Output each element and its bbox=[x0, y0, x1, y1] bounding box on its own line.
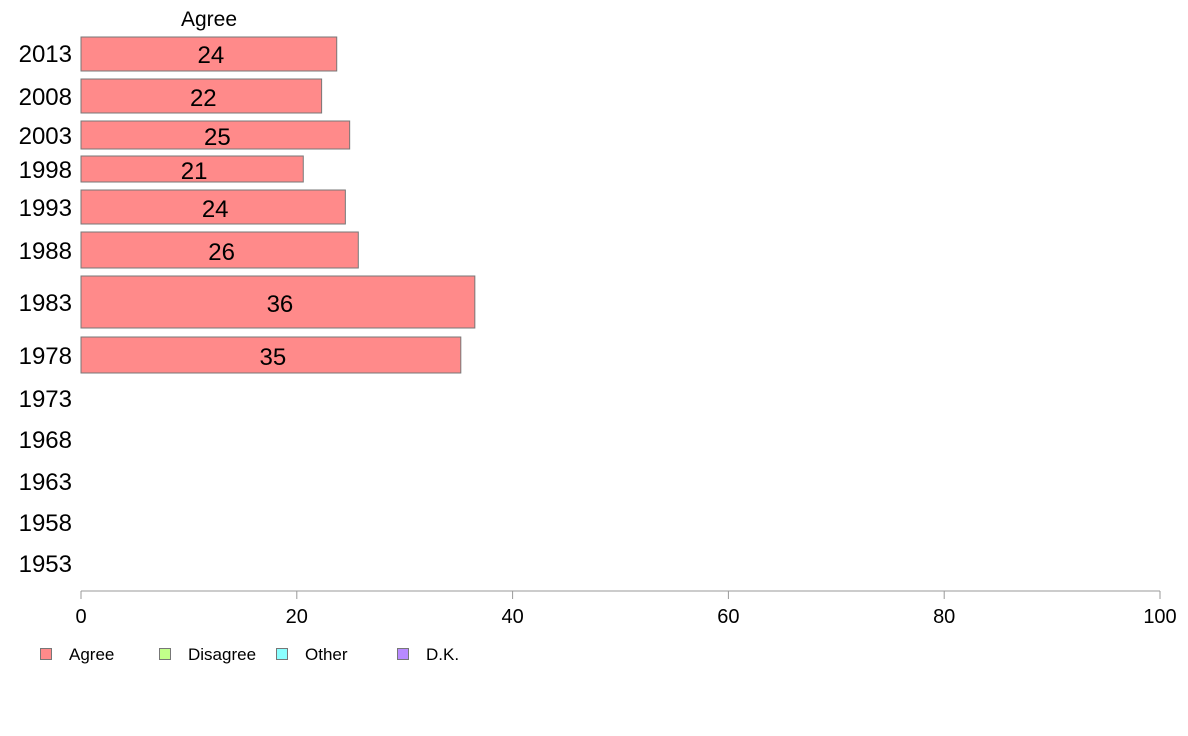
x-axis-ticks: 0 20 40 60 80 100 bbox=[75, 591, 1177, 628]
bar-1993 bbox=[80, 189, 346, 225]
x-tick-label: 20 bbox=[286, 606, 308, 628]
bar-value-label: 36 bbox=[267, 291, 294, 318]
bar-value-label: 21 bbox=[181, 158, 208, 185]
y-tick-label: 1953 bbox=[19, 551, 72, 578]
bar-label-group: 24 22 25 21 24 26 36 35 bbox=[181, 42, 293, 371]
x-tick-label: 80 bbox=[933, 606, 955, 628]
y-tick-label: 1978 bbox=[19, 343, 72, 370]
bar-value-label: 25 bbox=[204, 124, 231, 151]
y-tick-label: 2013 bbox=[19, 41, 72, 68]
y-tick-label: 1968 bbox=[19, 427, 72, 454]
bar-value-label: 35 bbox=[260, 344, 287, 371]
bar-value-label: 24 bbox=[202, 196, 229, 223]
y-tick-label: 1993 bbox=[19, 195, 72, 222]
legend-swatch bbox=[276, 648, 288, 660]
y-tick-label: 2008 bbox=[19, 84, 72, 111]
bar-group bbox=[80, 36, 476, 374]
x-tick-label: 100 bbox=[1143, 606, 1176, 628]
y-tick-label: 2003 bbox=[19, 123, 72, 150]
y-tick-label: 1983 bbox=[19, 290, 72, 317]
chart-title: Agree bbox=[181, 8, 237, 31]
x-tick-label: 0 bbox=[75, 606, 86, 628]
bar-2008 bbox=[80, 78, 323, 114]
legend-swatch bbox=[397, 648, 409, 660]
bar-1988 bbox=[80, 231, 359, 269]
y-tick-label: 1973 bbox=[19, 386, 72, 413]
y-tick-label: 1963 bbox=[19, 469, 72, 496]
bar-1998 bbox=[80, 155, 304, 183]
legend-label: Disagree bbox=[188, 645, 257, 664]
legend-swatch bbox=[40, 648, 52, 660]
legend-label: Agree bbox=[69, 645, 115, 664]
bar-value-label: 24 bbox=[198, 42, 225, 69]
y-axis-labels: 2013 2008 2003 1998 1993 1988 1983 1978 1973 1968… bbox=[19, 41, 72, 578]
bar-value-label: 26 bbox=[208, 239, 235, 266]
bar-1978 bbox=[80, 336, 462, 374]
y-tick-label: 1958 bbox=[19, 510, 72, 537]
y-tick-label: 1998 bbox=[19, 157, 72, 184]
legend-swatch bbox=[159, 648, 171, 660]
y-tick-label: 1988 bbox=[19, 238, 72, 265]
bar-1983 bbox=[80, 275, 476, 329]
x-tick-label: 60 bbox=[717, 606, 739, 628]
bar-2013 bbox=[80, 36, 338, 72]
x-tick-label: 40 bbox=[501, 606, 523, 628]
legend-label: D.K. bbox=[426, 645, 460, 664]
legend-label: Other bbox=[305, 645, 348, 664]
bar-2003 bbox=[80, 120, 351, 150]
bar-value-label: 22 bbox=[190, 85, 217, 112]
